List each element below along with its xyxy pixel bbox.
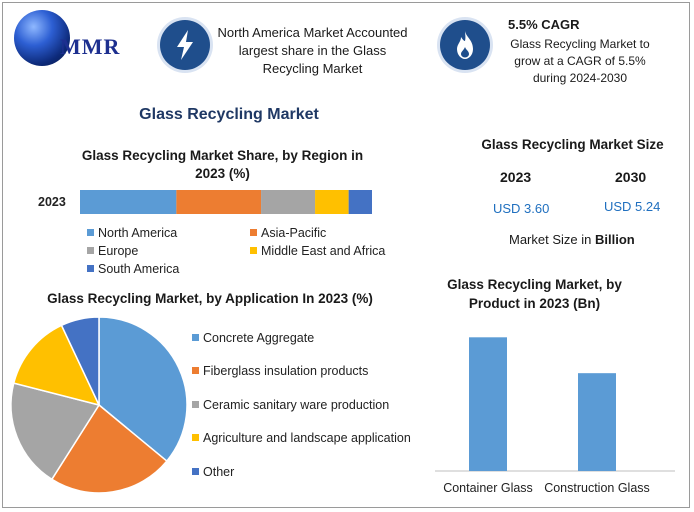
region-note: North America Market Accounted largest s… xyxy=(217,25,408,76)
pie-slice-fiberglass-insulation-products xyxy=(50,403,168,494)
region-legend-item: South America xyxy=(87,262,179,276)
legend-swatch xyxy=(87,229,94,237)
pie-slice-concrete-aggregate xyxy=(98,316,188,463)
region-legend-label: Middle East and Africa xyxy=(261,244,386,258)
globe-logo-icon xyxy=(14,10,70,66)
pie-slice-other xyxy=(60,316,100,406)
region-stacked-bar-chart: 2023 xyxy=(38,190,372,214)
application-chart-title: Glass Recycling Market, by Application I… xyxy=(47,291,373,306)
application-legend-item: Fiberglass insulation products xyxy=(192,364,368,378)
legend-swatch xyxy=(192,401,199,409)
product-bar-chart: Container Glass Construction Glass xyxy=(435,337,675,495)
market-size-unit: Billion xyxy=(594,232,635,247)
application-legend-label: Other xyxy=(203,465,235,479)
product-bar-construction-glass xyxy=(578,373,616,471)
region-legend-item: Asia-Pacific xyxy=(250,226,326,240)
application-legend-item: Ceramic sanitary ware production xyxy=(192,398,389,412)
application-legend-item: Concrete Aggregate xyxy=(192,331,314,345)
legend-swatch xyxy=(250,247,257,255)
region-bar-segment-south-america xyxy=(348,190,372,214)
application-legend-label: Agriculture and landscape application xyxy=(203,431,411,445)
legend-swatch xyxy=(87,247,94,255)
product-category-label: Container Glass xyxy=(443,481,533,495)
region-bar-segment-europe xyxy=(261,190,316,214)
brand-logo-text: MMR xyxy=(60,34,121,59)
region-legend-label: Asia-Pacific xyxy=(261,226,327,240)
market-size-unit-prefix: Market Size in xyxy=(509,232,595,247)
region-bar-segment-middle-east-and-africa xyxy=(315,190,349,214)
region-bar-segment-asia-pacific xyxy=(176,190,262,214)
market-size-year-2030: 2030 xyxy=(615,169,647,185)
application-legend-label: Concrete Aggregate xyxy=(203,331,315,345)
legend-swatch xyxy=(250,229,257,237)
legend-swatch xyxy=(87,265,94,273)
legend-swatch xyxy=(192,434,199,442)
product-bar-container-glass xyxy=(469,337,507,471)
market-size-value-2030: USD 5.24 xyxy=(604,199,661,214)
pie-slice-ceramic-sanitary-ware-production xyxy=(10,382,101,481)
pie-slice-agriculture-and-landscape-application xyxy=(12,324,101,407)
region-legend-item: Middle East and Africa xyxy=(250,244,385,258)
application-pie-chart xyxy=(10,316,188,494)
legend-swatch xyxy=(192,367,199,375)
flame-icon xyxy=(440,20,490,70)
application-legend-label: Fiberglass insulation products xyxy=(203,364,369,378)
market-size-year-2023: 2023 xyxy=(500,169,532,185)
cagr-note: Glass Recycling Market to grow at a CAGR… xyxy=(510,37,650,85)
product-chart-title: Glass Recycling Market, by Product in 20… xyxy=(447,277,622,311)
region-legend-item: Europe xyxy=(87,244,138,258)
region-legend-label: South America xyxy=(98,262,180,276)
lightning-bolt-icon xyxy=(160,20,210,70)
product-category-label: Construction Glass xyxy=(544,481,650,495)
market-size-value-2023: USD 3.60 xyxy=(493,201,550,216)
legend-swatch xyxy=(192,334,199,342)
region-chart-title: Glass Recycling Market Share, by Region … xyxy=(81,148,364,181)
application-legend-item: Agriculture and landscape application xyxy=(192,431,411,445)
region-legend-item: North America xyxy=(87,226,177,240)
legend-swatch xyxy=(192,468,199,476)
region-category-label: 2023 xyxy=(38,195,66,209)
page-title: Glass Recycling Market xyxy=(139,106,319,123)
application-legend-label: Ceramic sanitary ware production xyxy=(203,398,390,412)
market-size-unit-note: Market Size in Billion xyxy=(509,232,635,247)
market-size-title: Glass Recycling Market Size xyxy=(481,137,664,152)
application-legend-item: Other xyxy=(192,465,234,479)
region-bar-segment-north-america xyxy=(80,190,177,214)
region-legend-label: North America xyxy=(98,226,178,240)
region-legend-label: Europe xyxy=(98,244,139,258)
cagr-title: 5.5% CAGR xyxy=(508,17,580,32)
